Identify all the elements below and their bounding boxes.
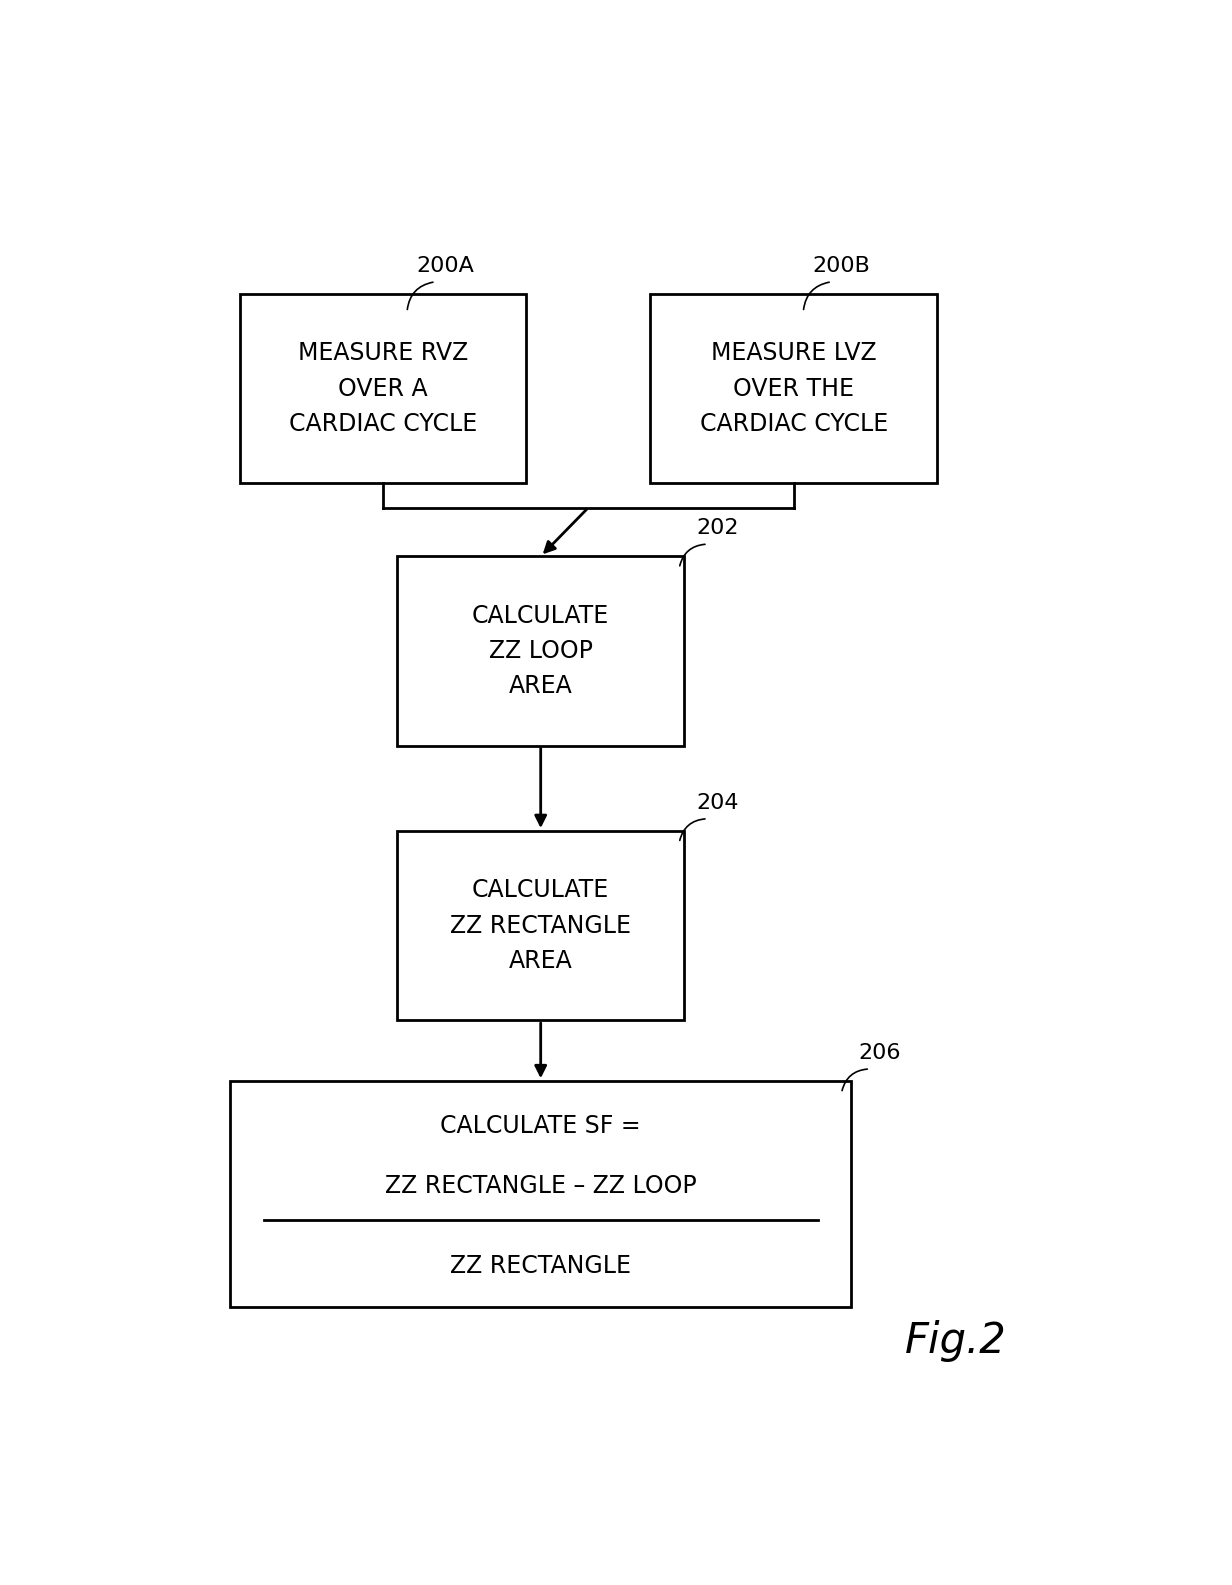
Text: CALCULATE
ZZ LOOP
AREA: CALCULATE ZZ LOOP AREA	[472, 604, 610, 699]
Text: ZZ RECTANGLE – ZZ LOOP: ZZ RECTANGLE – ZZ LOOP	[384, 1174, 696, 1198]
Text: MEASURE LVZ
OVER THE
CARDIAC CYCLE: MEASURE LVZ OVER THE CARDIAC CYCLE	[700, 341, 888, 436]
Text: 200A: 200A	[416, 255, 474, 276]
Text: 206: 206	[859, 1043, 901, 1064]
Bar	[398, 556, 684, 745]
Bar	[650, 293, 938, 483]
Bar	[230, 1081, 851, 1308]
Bar	[398, 831, 684, 1021]
Text: 200B: 200B	[813, 255, 870, 276]
Text: CALCULATE SF =: CALCULATE SF =	[440, 1114, 641, 1138]
Bar	[240, 293, 526, 483]
Text: ZZ RECTANGLE: ZZ RECTANGLE	[450, 1254, 631, 1278]
Text: Fig.2: Fig.2	[906, 1320, 1007, 1362]
Text: CALCULATE
ZZ RECTANGLE
AREA: CALCULATE ZZ RECTANGLE AREA	[450, 878, 631, 973]
Text: MEASURE RVZ
OVER A
CARDIAC CYCLE: MEASURE RVZ OVER A CARDIAC CYCLE	[290, 341, 477, 436]
Text: 202: 202	[696, 518, 738, 537]
Text: 204: 204	[696, 792, 738, 813]
